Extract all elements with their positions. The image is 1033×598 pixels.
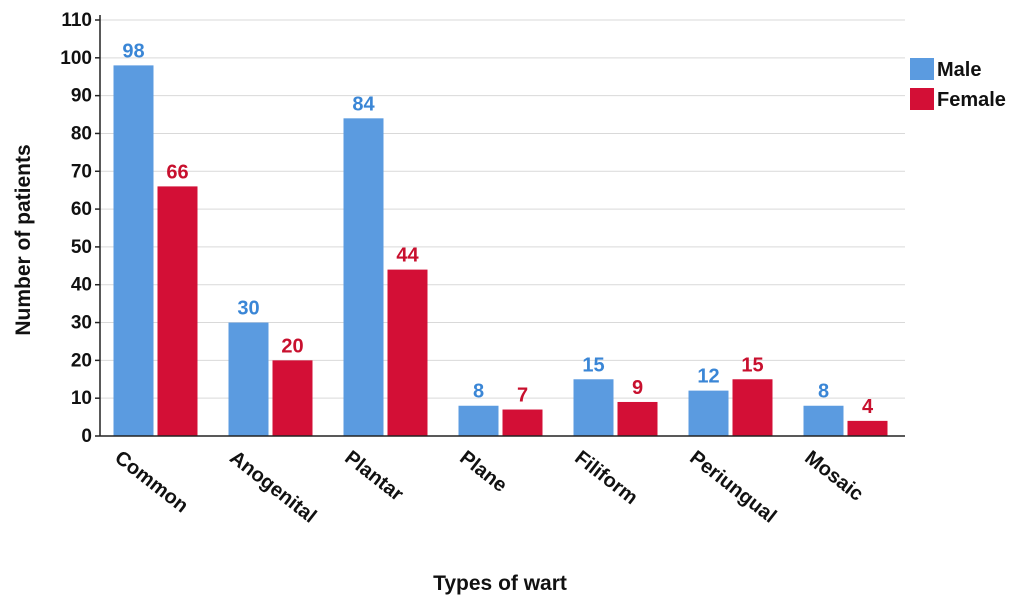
legend-label-female: Female [937,89,1006,111]
bar-female-common [157,186,198,436]
data-label-male: 8 [818,381,829,403]
bar-male-filiform [573,379,614,436]
data-label-male: 98 [122,40,144,62]
bar-male-plantar [343,118,384,436]
x-category-label: Plantar [340,447,407,506]
data-label-female: 15 [741,354,763,376]
y-tick-label: 0 [81,426,92,447]
y-axis-title: Number of patients [12,144,35,335]
data-label-female: 4 [862,396,874,418]
bars [113,65,888,436]
y-tick-label: 80 [71,123,92,144]
bar-male-anogenital [228,322,269,436]
data-label-male: 84 [352,93,375,115]
data-label-female: 20 [281,335,303,357]
y-tick-label: 40 [71,275,92,296]
data-label-female: 7 [517,385,528,407]
bar-female-plantar [387,269,428,436]
data-label-female: 66 [166,161,188,183]
bar-male-plane [458,405,499,436]
x-axis-title: Types of wart [433,572,567,595]
legend-swatch-male [910,58,934,80]
y-tick-label: 100 [60,48,92,69]
legend-swatch-female [910,88,934,110]
bar-male-periungual [688,390,729,436]
bar-female-mosaic [847,420,888,436]
x-axis-categories: Common Anogenital Plantar Plane Filiform Peri… [110,447,867,528]
y-tick-label: 20 [71,350,92,371]
y-tick-label: 10 [71,388,92,409]
y-tick-label: 60 [71,199,92,220]
y-tick-label: 110 [61,10,92,31]
data-label-male: 12 [697,366,719,388]
y-axis-ticks: 0 10 20 30 40 50 60 70 80 90 100 110 [60,10,100,447]
gridlines [100,19,905,399]
x-category-label: Filiform [570,447,641,509]
data-label-male: 8 [473,381,484,403]
x-category-label: Mosaic [800,447,867,506]
bar-female-periungual [732,379,773,436]
axes [99,15,905,437]
x-category-label: Common [110,447,192,518]
bar-female-anogenital [272,360,313,436]
bar-male-common [113,65,154,436]
x-category-label: Periungual [685,447,780,528]
y-tick-label: 90 [71,86,92,107]
data-label-female: 44 [396,245,419,267]
legend: Male Female [910,58,1006,111]
y-tick-label: 50 [71,237,92,258]
data-label-male: 15 [582,354,604,376]
data-label-male: 30 [237,298,259,320]
bar-female-plane [502,409,543,436]
bar-female-filiform [617,401,658,436]
bar-male-mosaic [803,405,844,436]
legend-label-male: Male [937,59,981,81]
y-tick-label: 70 [71,161,92,182]
data-label-female: 9 [632,377,643,399]
x-category-label: Anogenital [225,447,320,528]
x-category-label: Plane [455,447,511,497]
y-tick-label: 30 [71,313,92,334]
